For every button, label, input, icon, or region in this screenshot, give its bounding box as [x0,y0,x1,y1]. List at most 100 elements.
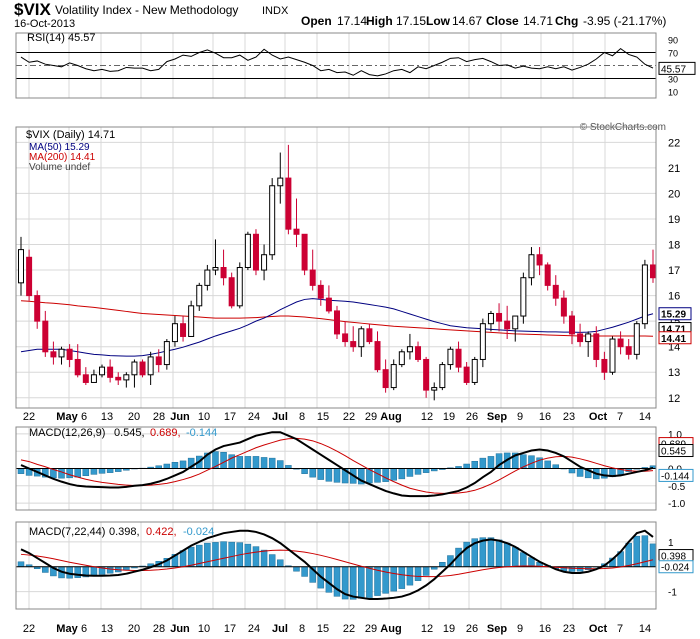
x-axis-label: 9 [517,411,523,423]
rsi-line [20,47,654,77]
candle-body [609,338,616,373]
candle-body [577,333,584,343]
histogram-bar [358,566,365,599]
x-axis-label: 26 [466,411,478,423]
x-axis-label: 12 [421,623,433,635]
ma50-badge-label: 15.29 [661,310,686,321]
high-value: 17.15 [396,14,426,28]
histogram-bar [552,464,560,469]
macd2-legend-macd: 0.398, [109,526,140,538]
macd1-frame [15,426,657,511]
candle-body [139,361,146,376]
histogram-bar [479,457,487,469]
histogram-bar [163,463,171,469]
candle-body [431,387,438,391]
x-axis-label: 23 [563,623,575,635]
histogram-bar [90,566,98,576]
histogram-bar [333,566,341,597]
candle-body [350,341,357,348]
candle-body [26,256,33,297]
histogram-bar [625,542,632,567]
histogram-bar [301,468,308,474]
candle-body [593,333,600,360]
x-axis-label: 6 [81,623,87,635]
histogram-bar [98,468,106,474]
high-label: High [366,14,393,28]
candle-body [18,249,24,284]
histogram-bar [325,566,333,593]
x-axis-label: Oct [589,623,608,635]
histogram-bar [487,537,495,567]
candle-body [236,267,243,307]
histogram-bar [244,456,252,469]
macd1-legend-signal: 0.689, [150,427,181,439]
histogram-bar [382,468,389,482]
x-axis-label: 8 [299,411,305,423]
x-axis-label: 13 [101,623,113,635]
candle-body [131,361,138,376]
candle-body [107,366,114,378]
candle-body [74,358,81,376]
histogram-bar [268,554,276,567]
candle-body [309,269,316,286]
x-axis-label: Aug [380,623,401,635]
rsi-panel: 907050301045.57 [16,36,696,98]
histogram-bar [74,566,81,578]
histogram-bar [106,468,114,473]
price-tick-label: 18 [668,240,680,252]
histogram-bar [66,468,73,479]
x-axis-label: 19 [443,623,455,635]
x-axis-label: 24 [248,411,260,423]
histogram-bar [512,547,519,567]
candle-body [99,366,106,376]
x-axis-label: 15 [317,623,329,635]
candle-body [147,356,154,376]
candle-body [625,346,632,355]
x-axis-label: 9 [517,623,523,635]
ma200-badge-label: 14.41 [661,334,686,345]
rsi-tick-label: 90 [668,36,678,46]
close-value: 14.71 [523,14,553,28]
price-tick-label: 14 [668,342,680,354]
x-axis-label: 7 [617,623,623,635]
histogram-bar [277,559,284,567]
histogram-bar [601,468,608,479]
ma50-line [20,298,654,357]
candle-body [220,267,227,279]
histogram-bar [487,456,495,469]
histogram-bar [106,566,114,574]
price-tick-label: 21 [668,163,680,175]
candle-body [66,348,73,360]
x-axis-label: May [56,623,78,635]
candle-body [455,348,462,368]
histogram-bar [439,562,446,567]
histogram-bar [503,542,511,567]
macd1-legend-macd: 0.545, [114,427,145,439]
volume-legend: Volume undef [29,162,90,173]
x-axis-label: 19 [443,411,455,423]
x-axis-label: 16 [539,623,551,635]
low-label: Low [426,14,451,28]
candle-body [90,374,97,383]
candle-body [204,269,211,286]
histogram-bar [236,456,244,469]
histogram-bar [633,535,641,567]
rsi-frame [15,32,657,99]
histogram-bar [333,468,341,483]
candle-body [301,233,308,271]
price-tick-label: 19 [668,214,680,226]
histogram-bar [244,543,252,567]
macd1-legend-hist: -0.144 [186,427,217,439]
x-axis-label: Jul [272,411,288,423]
candle-body [617,338,624,348]
histogram-bar [90,468,98,475]
low-value: 14.67 [452,14,482,28]
histogram-bar [366,566,373,598]
histogram-bar [390,468,397,481]
candle-body [285,177,292,230]
candle-body [334,310,340,335]
chg-label: Chg [555,14,578,28]
x-axis-label: 10 [198,411,210,423]
histogram-bar [58,468,65,479]
x-axis-label: Jun [170,411,190,423]
